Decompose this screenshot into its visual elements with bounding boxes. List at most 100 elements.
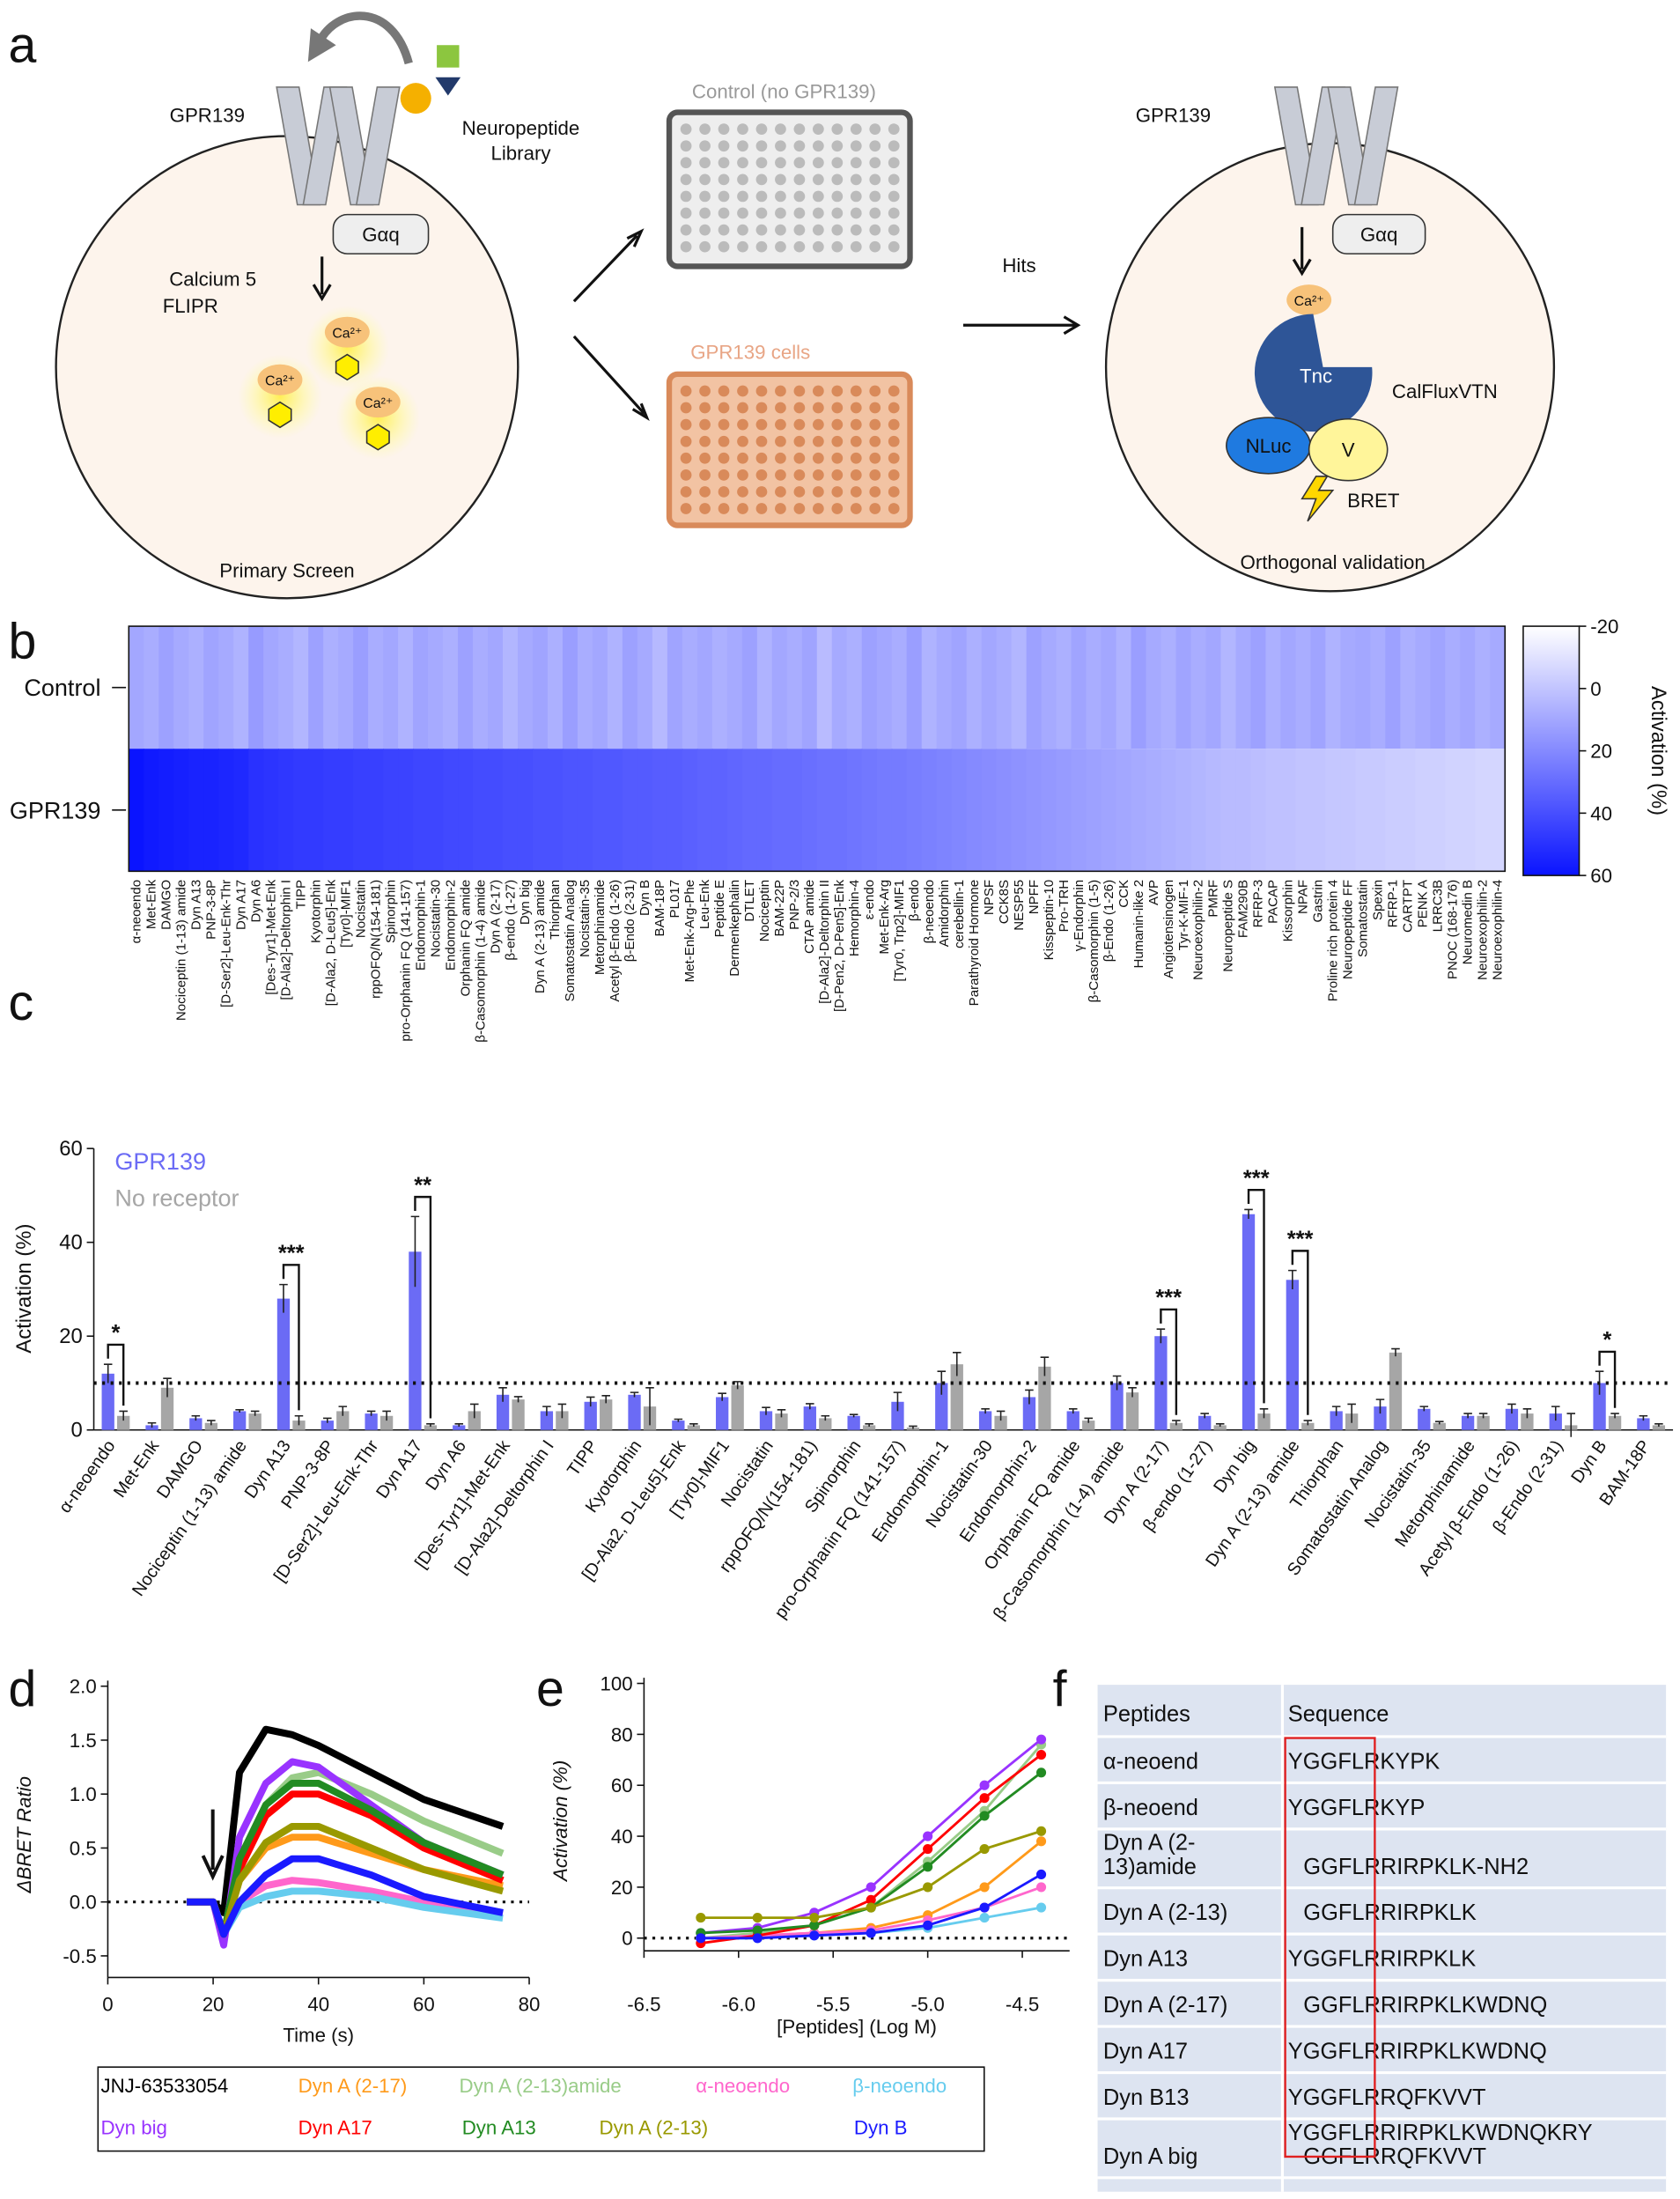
bar [935, 1383, 948, 1430]
y-tick-label: 0.5 [70, 1837, 97, 1859]
well [812, 240, 824, 253]
well [869, 173, 881, 186]
legend-label: Dyn A (2-17) [298, 2075, 408, 2097]
well [831, 140, 844, 152]
bar [1213, 1425, 1227, 1430]
well [812, 173, 824, 186]
bar [1433, 1422, 1446, 1430]
bar [891, 1401, 904, 1430]
colorbar-label: Activation (%) [1647, 686, 1670, 815]
well [775, 123, 786, 135]
x-tick-label: Hemorphin-4 [847, 880, 862, 956]
well [699, 207, 711, 219]
x-tick-label: Metorphinamide [593, 880, 608, 975]
well [831, 418, 844, 431]
point [923, 1920, 933, 1930]
bar [496, 1394, 510, 1430]
x-tick-label: Nociceptin (1-13) amide [174, 880, 189, 1021]
well [699, 435, 711, 447]
bar [1608, 1415, 1622, 1430]
peptide-name: Dyn A (2- [1103, 1831, 1196, 1856]
label: FLIPR [163, 295, 218, 317]
heat-cell [188, 749, 204, 872]
heat-cell [1250, 749, 1267, 872]
heat-cell [488, 749, 504, 872]
heat-cell [278, 749, 294, 872]
point [979, 1843, 990, 1855]
heat-cell [293, 749, 309, 872]
x-tick-label: 0 [102, 1994, 113, 2016]
error-bar [323, 1417, 332, 1423]
error-bar [1068, 1407, 1078, 1414]
peptide-name: Dyn A13 [1103, 1947, 1188, 1972]
heat-cell [1475, 749, 1491, 872]
well [793, 452, 806, 464]
x-tick-label: NESP55 [1012, 880, 1027, 931]
label: Hits [1002, 255, 1035, 277]
plate [666, 109, 913, 269]
peptide-name: Dyn A (2-17) [1103, 1993, 1227, 2018]
heat-cell [682, 749, 698, 872]
well [737, 486, 748, 498]
bar [1082, 1420, 1095, 1430]
heat-cell [1355, 749, 1371, 872]
point [923, 1831, 933, 1841]
error-bar [103, 1363, 113, 1384]
heat-cell [517, 626, 534, 749]
bar [556, 1411, 569, 1430]
heat-cell [981, 749, 998, 872]
heat-cell [547, 626, 564, 749]
heat-cell [1295, 626, 1312, 749]
bar [628, 1394, 641, 1430]
bar [1022, 1397, 1036, 1430]
error-bar [410, 1215, 420, 1288]
legend-label: GPR139 [114, 1148, 206, 1175]
well [850, 157, 862, 169]
point [696, 1913, 706, 1923]
bar [276, 1298, 291, 1430]
heat-cell [786, 626, 803, 749]
error-bar [1551, 1406, 1560, 1421]
panel-letter: c [9, 975, 34, 1031]
error-bar [338, 1406, 348, 1416]
well [755, 469, 768, 481]
heat-cell [771, 749, 788, 872]
error-bar [1419, 1406, 1429, 1412]
bar [1389, 1352, 1403, 1430]
well [737, 469, 748, 481]
x-tick-label: Proline rich protein 4 [1326, 880, 1341, 1001]
label: CalFluxVTN [1392, 380, 1498, 402]
well [718, 123, 730, 135]
heat-cell [443, 626, 459, 749]
heat-cell [1265, 626, 1282, 749]
heat-cell [144, 749, 159, 872]
well [718, 418, 730, 431]
heat-cell [1161, 749, 1177, 872]
point [1035, 1882, 1047, 1893]
error-bar [366, 1410, 376, 1416]
x-tick-label: AVP [1146, 880, 1161, 905]
heat-cell [771, 626, 788, 749]
x-tick-label: Neuroexophilin-2 [1476, 880, 1491, 980]
x-tick-label: 40 [307, 1994, 329, 2016]
heat-cell [831, 626, 848, 749]
well [680, 469, 692, 481]
heat-cell [816, 749, 833, 872]
x-tick-label: [Tyr0]-MIF1 [338, 880, 353, 948]
label: BRET [1347, 490, 1400, 512]
legend-box [97, 2066, 985, 2152]
heat-cell [248, 749, 264, 872]
x-tick-label: -6.0 [722, 1994, 755, 2016]
bar [1418, 1408, 1431, 1430]
significance-label: *** [1243, 1166, 1270, 1191]
error-bar [1610, 1413, 1619, 1419]
well [680, 435, 692, 447]
x-tick-label: Amidorphin [937, 880, 952, 947]
heat-cell [756, 749, 773, 872]
well [869, 123, 881, 135]
heat-cell [1340, 626, 1356, 749]
x-tick-label: -4.5 [1006, 1994, 1039, 2016]
heat-cell [921, 626, 938, 749]
well [699, 418, 711, 431]
point [1035, 1902, 1047, 1913]
